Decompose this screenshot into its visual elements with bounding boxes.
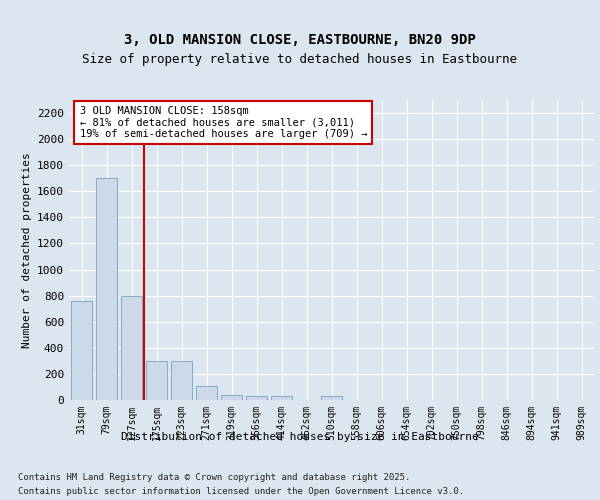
Bar — [221, 395, 242, 400]
Bar — [171, 361, 192, 400]
Bar — [271, 396, 292, 400]
Bar — [196, 386, 217, 400]
Bar — [246, 396, 267, 400]
Bar — [96, 178, 117, 400]
Y-axis label: Number of detached properties: Number of detached properties — [22, 152, 32, 348]
Text: Contains HM Land Registry data © Crown copyright and database right 2025.: Contains HM Land Registry data © Crown c… — [18, 472, 410, 482]
Text: Distribution of detached houses by size in Eastbourne: Distribution of detached houses by size … — [121, 432, 479, 442]
Bar — [121, 296, 142, 400]
Text: Contains public sector information licensed under the Open Government Licence v3: Contains public sector information licen… — [18, 488, 464, 496]
Text: 3 OLD MANSION CLOSE: 158sqm
← 81% of detached houses are smaller (3,011)
19% of : 3 OLD MANSION CLOSE: 158sqm ← 81% of det… — [79, 106, 367, 139]
Bar — [71, 301, 92, 400]
Text: Size of property relative to detached houses in Eastbourne: Size of property relative to detached ho… — [83, 52, 517, 66]
Bar — [146, 361, 167, 400]
Text: 3, OLD MANSION CLOSE, EASTBOURNE, BN20 9DP: 3, OLD MANSION CLOSE, EASTBOURNE, BN20 9… — [124, 32, 476, 46]
Bar — [321, 396, 342, 400]
